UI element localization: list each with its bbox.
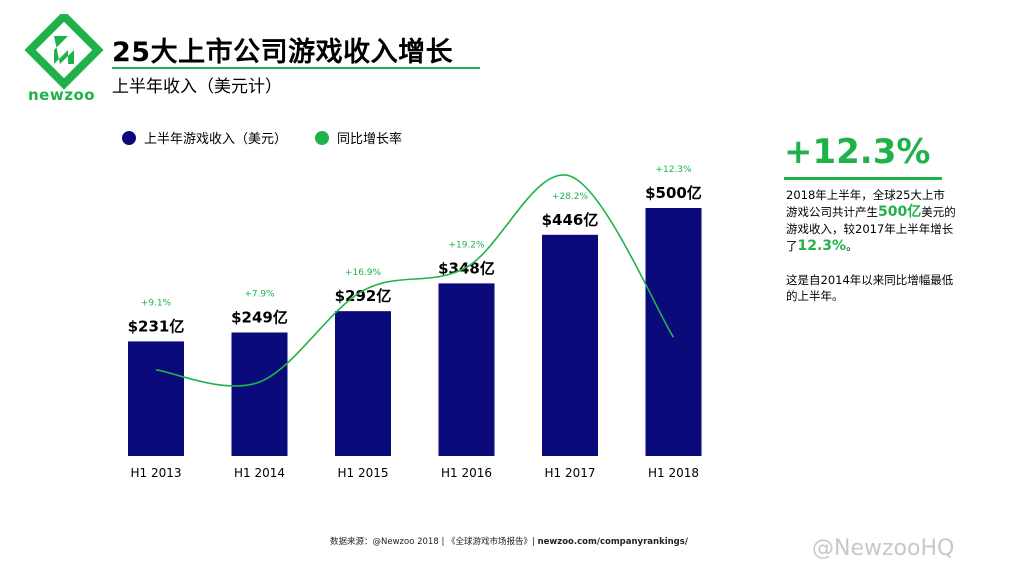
bar-1 bbox=[231, 332, 288, 456]
growth-label-4: +28.2% bbox=[552, 192, 589, 202]
x-tick-label-4: H1 2017 bbox=[544, 466, 595, 480]
legend-item-growth: 同比增长率 bbox=[315, 128, 402, 147]
page-title: 25大上市公司游戏收入增长 bbox=[112, 37, 454, 68]
summary-line2: 美元的游戏收入，较2017年上半年增长了 bbox=[786, 205, 956, 253]
legend-revenue-label: 上半年游戏收入（美元） bbox=[144, 132, 288, 147]
source-footer: 数据来源：@Newzoo 2018 | 《全球游戏市场报告》| newzoo.c… bbox=[330, 535, 688, 547]
summary-line2-end: 。 bbox=[846, 239, 858, 253]
summary-line1: 2018年上半年，全球25大上市游戏公司共计产生 bbox=[786, 188, 945, 219]
growth-label-3: +19.2% bbox=[448, 240, 485, 250]
growth-label-0: +9.1% bbox=[141, 298, 172, 308]
x-tick-label-3: H1 2016 bbox=[441, 466, 492, 480]
page-subtitle: 上半年收入（美元计） bbox=[112, 77, 282, 97]
legend-revenue-dot bbox=[122, 130, 136, 145]
headline-divider bbox=[784, 177, 942, 180]
legend-item-revenue: 上半年游戏收入（美元） bbox=[122, 128, 287, 147]
growth-rate-line bbox=[155, 174, 675, 387]
summary-highlight-growth: 12.3% bbox=[797, 238, 847, 254]
headline-growth: +12.3% bbox=[784, 132, 931, 172]
source-link[interactable]: newzoo.com/companyrankings/ bbox=[537, 537, 688, 547]
x-tick-label-2: H1 2015 bbox=[337, 466, 388, 480]
legend-growth-dot bbox=[315, 130, 330, 145]
source-text: 数据来源：@Newzoo 2018 | 《全球游戏市场报告》| bbox=[330, 537, 535, 547]
bar-value-label-5: $500亿 bbox=[645, 184, 702, 202]
bar-value-label-4: $446亿 bbox=[542, 211, 599, 229]
x-tick-label-5: H1 2018 bbox=[648, 466, 699, 480]
growth-label-5: +12.3% bbox=[655, 165, 692, 175]
growth-label-1: +7.9% bbox=[244, 289, 275, 299]
bar-value-label-1: $249亿 bbox=[231, 308, 288, 326]
bar-5 bbox=[645, 208, 702, 456]
newzoo-logo-text: newzoo bbox=[28, 86, 96, 104]
x-tick-label-0: H1 2013 bbox=[130, 466, 181, 480]
legend-growth-label: 同比增长率 bbox=[337, 132, 403, 147]
watermark: @NewzooHQ bbox=[812, 536, 955, 561]
x-tick-label-1: H1 2014 bbox=[234, 466, 285, 480]
summary-text: 2018年上半年，全球25大上市游戏公司共计产生500亿美元的游戏收入，较201… bbox=[786, 187, 956, 255]
bar-value-label-0: $231亿 bbox=[128, 317, 185, 335]
revenue-growth-chart: $231亿+9.1%H1 2013$249亿+7.9%H1 2014$292亿+… bbox=[128, 165, 702, 480]
chart-legend: 上半年游戏收入（美元） 同比增长率 bbox=[122, 128, 430, 147]
growth-label-2: +16.9% bbox=[345, 268, 382, 278]
newzoo-logo-icon bbox=[24, 14, 104, 90]
title-divider bbox=[112, 67, 480, 69]
bar-3 bbox=[438, 283, 495, 456]
summary-note: 这是自2014年以来同比增幅最低的上半年。 bbox=[786, 273, 954, 303]
bar-4 bbox=[542, 234, 598, 456]
bar-2 bbox=[335, 311, 391, 456]
bar-0 bbox=[128, 341, 184, 456]
summary-highlight-revenue: 500亿 bbox=[878, 204, 922, 220]
